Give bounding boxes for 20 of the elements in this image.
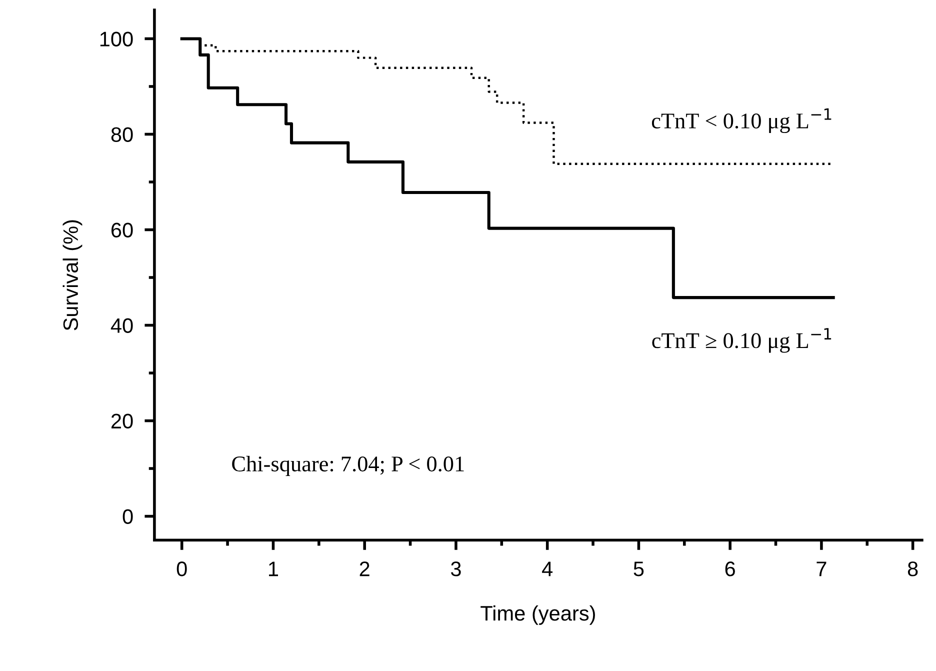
y-tick-label: 0 [122, 509, 133, 524]
y-tick-label: 40 [110, 318, 133, 334]
x-tick-label: 5 [634, 562, 644, 576]
series-label: cTnT ≥ 0.10 μg L$^{−1}$ [652, 328, 832, 353]
x-tick-label: 7 [816, 562, 826, 576]
series-label: cTnT < 0.10 μg L$^{−1}$ [652, 108, 832, 134]
y-tick-label: 20 [111, 414, 133, 429]
x-tick-label: 0 [176, 562, 187, 576]
x-axis-title: Time (years) [480, 605, 595, 625]
x-tick-label: 8 [908, 562, 918, 576]
y-axis-title: Survival (%) [62, 220, 82, 330]
y-tick-label: 60 [111, 222, 133, 238]
x-tick-label: 4 [542, 562, 553, 576]
x-tick-label: 3 [450, 562, 461, 576]
x-tick-label: 6 [725, 562, 735, 576]
y-tick-label: 100 [100, 32, 133, 46]
annotation: Chi-square: 7.04; P < 0.01 [232, 456, 464, 476]
x-tick-label: 2 [360, 562, 370, 576]
y-tick-label: 80 [111, 127, 133, 142]
x-tick-label: 1 [269, 562, 278, 576]
